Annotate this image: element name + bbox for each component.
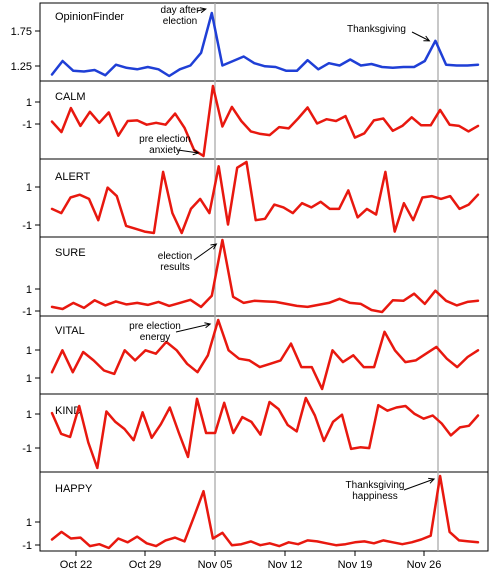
series-line-happy bbox=[50, 474, 480, 550]
x-tick-label: Nov 26 bbox=[407, 559, 442, 571]
annotation-arrowhead bbox=[423, 35, 431, 42]
y-tick-label: -1 bbox=[22, 119, 32, 131]
panel-label: OpinionFinder bbox=[55, 11, 124, 23]
annotation-label: pre election anxiety bbox=[139, 134, 191, 156]
series-line-sure bbox=[50, 238, 480, 314]
y-tick-label: -1 bbox=[22, 306, 32, 318]
panel-label: CALM bbox=[55, 91, 86, 103]
y-tick-label: 1.75 bbox=[11, 26, 32, 38]
y-tick-label: 1 bbox=[26, 284, 32, 296]
annotation-arrow bbox=[196, 8, 206, 12]
annotation-arrowhead bbox=[192, 149, 200, 156]
annotation-arrowhead bbox=[428, 477, 436, 484]
annotation-label: Thanksgiving bbox=[347, 24, 406, 35]
annotation-arrow bbox=[411, 31, 430, 42]
annotation-arrow bbox=[403, 478, 435, 491]
panel-frame-vital bbox=[39, 315, 489, 395]
panel-label: SURE bbox=[55, 247, 86, 259]
annotation-label: pre election energy bbox=[129, 321, 181, 343]
y-tick-label: -1 bbox=[22, 540, 32, 552]
annotation-arrowhead bbox=[210, 243, 218, 250]
panel-label: HAPPY bbox=[55, 483, 93, 495]
y-tick-label: 1.25 bbox=[11, 61, 32, 73]
panel-label: KIND bbox=[55, 405, 81, 417]
panel-frame-calm bbox=[39, 80, 489, 160]
annotation-arrow bbox=[175, 323, 211, 333]
panel-frame-alert bbox=[39, 158, 489, 238]
x-tick-label: Nov 05 bbox=[198, 559, 233, 571]
annotation-label: election results bbox=[158, 251, 192, 273]
panel-frame-kind bbox=[39, 393, 489, 473]
panel-label: ALERT bbox=[55, 171, 91, 183]
y-tick-label: 1 bbox=[26, 182, 32, 194]
y-tick-label: 1 bbox=[26, 517, 32, 529]
series-line-calm bbox=[50, 84, 480, 158]
y-tick-label: 1 bbox=[26, 409, 32, 421]
annotation-label: Thanksgiving happiness bbox=[346, 480, 405, 502]
annotation-arrowhead bbox=[204, 322, 212, 329]
series-line-opinionfinder bbox=[50, 11, 480, 78]
x-tick-label: Nov 19 bbox=[338, 559, 373, 571]
panel-frame-happy bbox=[39, 471, 489, 552]
y-tick-label: 1 bbox=[26, 97, 32, 109]
panel-label: VITAL bbox=[55, 325, 85, 337]
annotation-label: day after election bbox=[161, 5, 201, 27]
y-tick-label: -1 bbox=[22, 220, 32, 232]
x-tick-label: Oct 29 bbox=[129, 559, 161, 571]
y-tick-label: 1 bbox=[26, 345, 32, 357]
annotation-arrow bbox=[193, 243, 217, 261]
x-tick-label: Nov 12 bbox=[268, 559, 303, 571]
annotation-arrowhead bbox=[199, 7, 207, 14]
series-line-kind bbox=[50, 396, 480, 470]
series-line-vital bbox=[50, 318, 480, 391]
series-line-alert bbox=[50, 160, 480, 235]
annotation-arrow bbox=[177, 149, 199, 154]
x-tick-label: Oct 22 bbox=[60, 559, 92, 571]
y-tick-label: 1 bbox=[26, 373, 32, 385]
y-tick-label: -1 bbox=[22, 443, 32, 455]
